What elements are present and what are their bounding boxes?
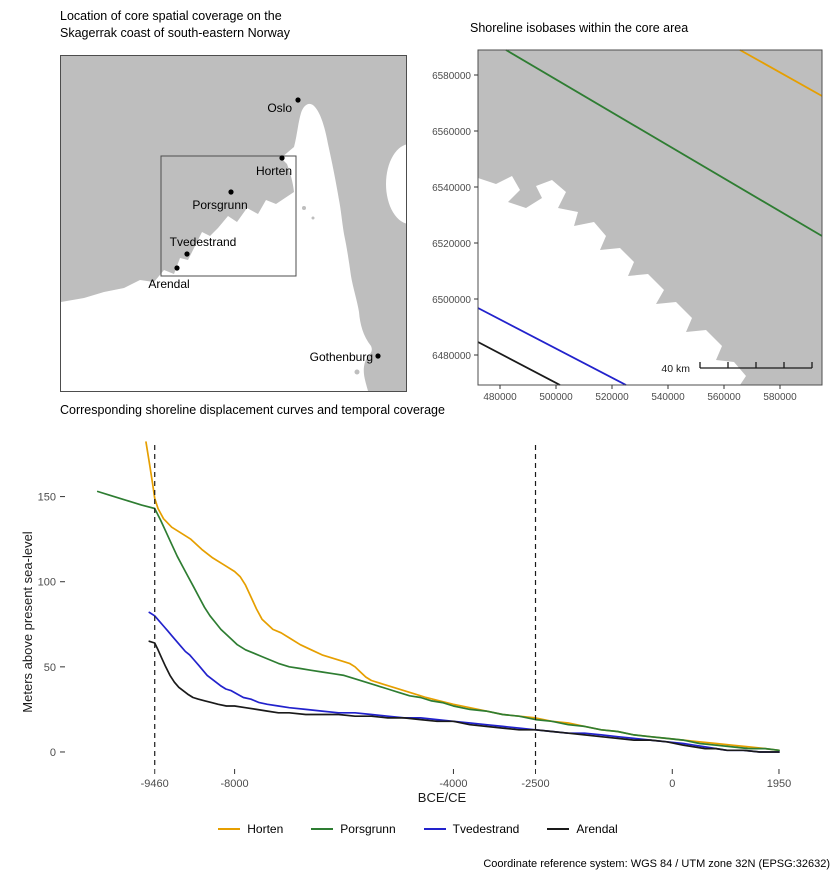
isobase-line-arendal [477,341,561,386]
city-gothenburg: Gothenburg [310,350,381,364]
legend-label-arendal: Arendal [576,822,618,836]
isobase-x-tick-labels: 480000 500000 520000 540000 560000 58000… [483,392,797,403]
city-label-arendal: Arendal [148,277,189,291]
isobase-line-horten [739,49,823,97]
city-point-gothenburg [375,353,381,359]
x-tick-label: -2500 [521,778,549,790]
isobase-map-panel: 40 km [477,49,823,386]
scale-bar [699,362,813,369]
y-tick-label: 6540000 [432,183,471,194]
city-label-tvedestrand: Tvedestrand [170,235,237,249]
x-tick-label: 0 [669,778,675,790]
crs-caption: Coordinate reference system: WGS 84 / UT… [483,858,830,870]
x-tick-label: -4000 [439,778,467,790]
overview-map-title: Location of core spatial coverage on the… [60,8,290,42]
y-tick-label: 0 [50,747,56,759]
island [311,216,315,220]
city-tvedestrand: Tvedestrand [170,235,237,257]
city-point-tvedestrand [184,251,190,257]
legend-item-tvedestrand: Tvedestrand [423,822,520,836]
city-point-horten [279,155,285,161]
island [302,206,306,210]
isobase-line-tvedestrand [477,307,627,386]
overview-map: Oslo Horten Porsgrunn Tvedestrand Arenda… [60,55,407,392]
legend-label-horten: Horten [247,822,284,836]
displacement-chart: Meters above present sea-level BCE/CE 0 5… [20,441,791,805]
city-label-porsgrunn: Porsgrunn [192,198,247,212]
city-horten: Horten [256,155,292,178]
isobase-x-ticks [499,385,781,389]
landmass [61,56,406,391]
x-tick-label: 500000 [539,392,573,403]
island [354,369,360,375]
isobase-map-title: Shoreline isobases within the core area [470,21,689,35]
city-oslo: Oslo [267,97,301,115]
y-tick-label: 50 [44,662,56,674]
x-tick-label: 480000 [483,392,517,403]
legend-item-arendal: Arendal [547,822,618,836]
chart-title: Corresponding shoreline displacement cur… [60,403,445,417]
y-tick-label: 150 [38,492,56,504]
y-tick-label: 6560000 [432,127,471,138]
x-tick-label: 580000 [763,392,797,403]
core-area-rectangle [160,155,297,277]
x-axis-label: BCE/CE [418,790,467,805]
y-tick-label: 6520000 [432,239,471,250]
series-line-horten [145,441,780,752]
series-line-tvedestrand [148,611,780,753]
city-label-gothenburg: Gothenburg [310,350,373,364]
series-line-arendal [148,640,780,753]
series-line-porsgrunn [96,490,780,752]
y-tick-label: 6580000 [432,71,471,82]
city-porsgrunn: Porsgrunn [192,189,248,212]
overview-map-title-line1: Location of core spatial coverage on the [60,9,282,23]
isobase-line-porsgrunn [505,49,823,237]
x-tick-label: 560000 [707,392,741,403]
isobase-map: 40 km 6580000 6560000 6540000 6520000 65… [432,49,823,403]
city-point-arendal [174,265,180,271]
legend-item-horten: Horten [218,822,283,836]
chart-plot-area: 0 50 100 150 -9460 -8000 -4000 -2500 0 1950 [38,441,791,790]
panel-border [477,49,823,386]
legend-swatch-horten [218,827,241,831]
legend-label-porsgrunn: Porsgrunn [340,822,396,836]
x-tick-label: 540000 [651,392,685,403]
legend-swatch-arendal [547,827,570,831]
city-point-oslo [295,97,301,103]
y-tick-label: 6480000 [432,351,471,362]
legend-swatch-porsgrunn [311,827,334,831]
legend-swatch-tvedestrand [423,827,446,831]
x-tick-label: 1950 [767,778,791,790]
city-point-porsgrunn [228,189,234,195]
city-arendal: Arendal [148,265,190,291]
y-axis-label: Meters above present sea-level [20,531,35,712]
legend-label-tvedestrand: Tvedestrand [452,822,520,836]
isobase-y-ticks [474,74,478,356]
x-tick-label: -9460 [141,778,169,790]
x-tick-label: 520000 [595,392,629,403]
y-tick-label: 6500000 [432,295,471,306]
y-tick-label: 100 [38,577,56,589]
sea [478,176,746,385]
overview-map-title-line2: Skagerrak coast of south-eastern Norway [60,26,290,40]
lake [386,144,406,224]
x-tick-label: -8000 [221,778,249,790]
legend-item-porsgrunn: Porsgrunn [311,822,396,836]
city-label-horten: Horten [256,164,292,178]
scale-bar-label: 40 km [661,363,690,375]
isobase-y-tick-labels: 6580000 6560000 6540000 6520000 6500000 … [432,71,471,362]
chart-legend: Horten Porsgrunn Tvedestrand Arendal [0,822,836,836]
city-label-oslo: Oslo [267,101,292,115]
